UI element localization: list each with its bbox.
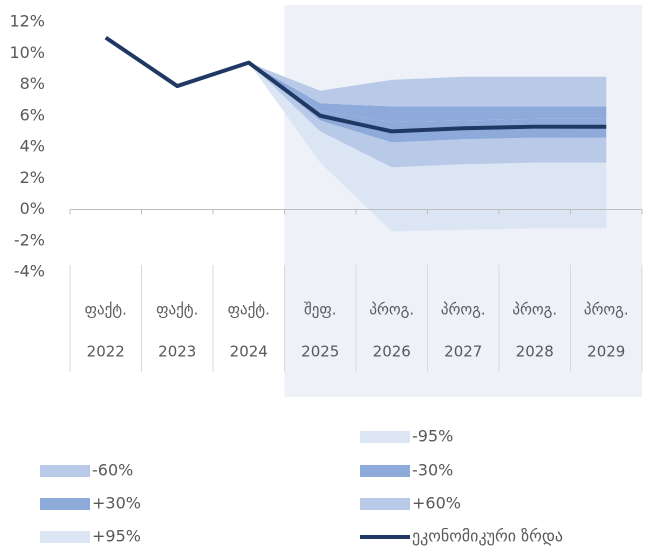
- legend-swatch: [360, 465, 410, 477]
- legend-swatch: [40, 465, 90, 477]
- x-tick-label: 2027: [444, 343, 482, 361]
- x-tick-label: 2026: [373, 343, 411, 361]
- legend-swatch: [40, 498, 90, 510]
- y-tick-label: -2%: [14, 230, 45, 249]
- fan-band: [248, 62, 607, 132]
- legend-label: -60%: [92, 461, 133, 480]
- x-tick-label: შეფ.: [304, 301, 337, 319]
- legend-swatch: [360, 498, 410, 510]
- x-tick-label: პროგ.: [441, 301, 486, 319]
- y-tick-label: 4%: [20, 137, 45, 156]
- x-tick-label: 2024: [230, 343, 268, 361]
- x-tick-label: ფაქტ.: [228, 301, 270, 319]
- legend-label: +60%: [412, 494, 461, 513]
- y-tick-label: 12%: [9, 12, 45, 31]
- x-tick-label: 2025: [301, 343, 339, 361]
- x-tick-label: პროგ.: [369, 301, 414, 319]
- legend-label: -30%: [412, 461, 453, 480]
- x-tick-label: 2028: [516, 343, 554, 361]
- x-tick-label: ფაქტ.: [156, 301, 198, 319]
- y-tick-label: -4%: [14, 262, 45, 281]
- x-tick-label: 2029: [587, 343, 625, 361]
- y-tick-label: 2%: [20, 168, 45, 187]
- y-tick-label: 8%: [20, 74, 45, 93]
- fan-band: [248, 62, 607, 107]
- fan-band: [248, 62, 607, 143]
- legend-label: ეკონომიკური ზრდა: [412, 527, 563, 546]
- legend-label: +95%: [92, 527, 141, 546]
- legend-label: -95%: [412, 427, 453, 446]
- legend-label: +30%: [92, 494, 141, 513]
- fan-band: [248, 62, 607, 122]
- x-tick-label: 2022: [87, 343, 125, 361]
- legend-swatch: [40, 531, 90, 543]
- y-tick-label: 0%: [20, 199, 45, 218]
- x-tick-label: პროგ.: [584, 301, 629, 319]
- x-tick-label: ფაქტ.: [85, 301, 127, 319]
- y-tick-label: 6%: [20, 105, 45, 124]
- x-tick-label: 2023: [158, 343, 196, 361]
- y-tick-label: 10%: [9, 43, 45, 62]
- fan-band: [248, 62, 607, 168]
- fan-band: [248, 62, 607, 232]
- growth-line: [104, 35, 607, 134]
- x-tick-label: პროგ.: [512, 301, 557, 319]
- legend-swatch: [360, 431, 410, 443]
